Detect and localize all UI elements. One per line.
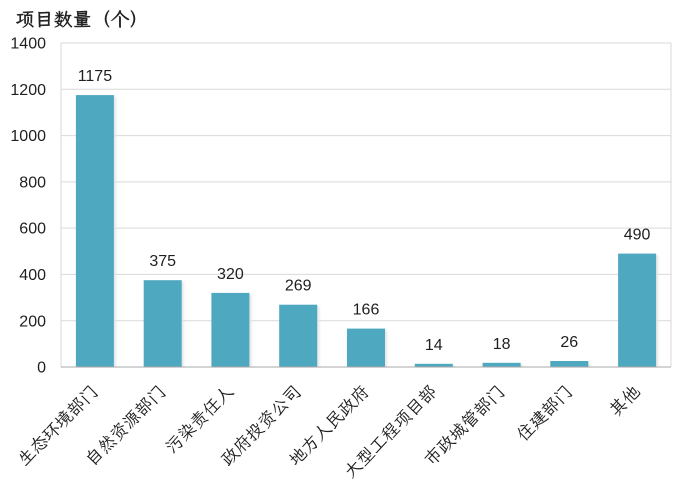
svg-text:600: 600 (19, 221, 46, 238)
svg-text:269: 269 (285, 278, 312, 295)
svg-text:400: 400 (19, 267, 46, 284)
svg-text:1175: 1175 (78, 68, 113, 85)
svg-text:1400: 1400 (10, 36, 46, 53)
svg-text:490: 490 (624, 227, 651, 244)
svg-text:0: 0 (37, 360, 46, 377)
svg-text:200: 200 (19, 313, 46, 330)
svg-text:375: 375 (149, 253, 176, 270)
svg-text:320: 320 (217, 266, 244, 283)
svg-text:18: 18 (493, 336, 511, 353)
svg-text:14: 14 (425, 337, 443, 354)
svg-text:1200: 1200 (10, 82, 46, 99)
svg-text:26: 26 (560, 334, 578, 351)
svg-text:166: 166 (353, 302, 380, 319)
svg-text:800: 800 (19, 175, 46, 192)
svg-text:1000: 1000 (10, 128, 46, 145)
